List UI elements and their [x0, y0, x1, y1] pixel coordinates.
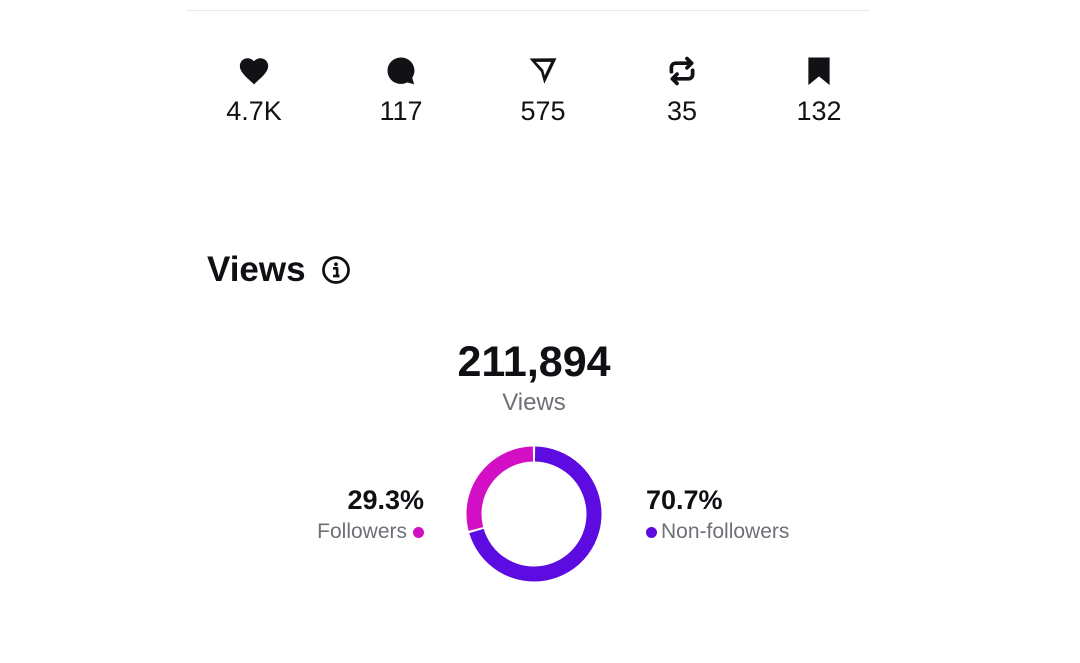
heart-icon — [237, 54, 271, 88]
info-icon[interactable] — [321, 255, 351, 285]
views-donut-chart — [466, 446, 602, 582]
shares-count: 575 — [520, 96, 566, 126]
likes-stat[interactable]: 4.7K — [194, 54, 314, 128]
followers-percent: 29.3% — [347, 485, 424, 515]
non-followers-color-dot — [646, 526, 657, 538]
followers-segment — [466, 446, 534, 531]
send-icon — [526, 54, 560, 88]
shares-stat[interactable]: 575 — [483, 54, 603, 128]
comments-stat[interactable]: 117 — [341, 54, 461, 128]
saves-stat[interactable]: 132 — [759, 54, 879, 128]
non-followers-label: Non-followers — [661, 520, 790, 543]
comment-icon — [384, 54, 418, 88]
total-views-value: 211,894 — [457, 338, 611, 386]
likes-count: 4.7K — [226, 96, 282, 126]
followers-label: Followers — [317, 520, 407, 543]
views-section-header: Views — [207, 248, 351, 292]
top-divider — [186, 10, 870, 11]
followers-color-dot — [413, 526, 424, 538]
repost-icon — [665, 54, 699, 88]
saves-count: 132 — [796, 96, 842, 126]
comments-count: 117 — [379, 96, 423, 126]
views-title: Views — [207, 250, 306, 289]
non-followers-percent: 70.7% — [646, 485, 723, 515]
bookmark-icon — [802, 54, 836, 88]
non-followers-segment — [469, 446, 602, 582]
reposts-count: 35 — [666, 96, 698, 126]
non-followers-legend: 70.7% Non-followers — [646, 484, 789, 546]
total-views-label: Views — [502, 389, 566, 416]
followers-legend: 29.3% Followers — [317, 484, 424, 546]
reposts-stat[interactable]: 35 — [622, 54, 742, 128]
